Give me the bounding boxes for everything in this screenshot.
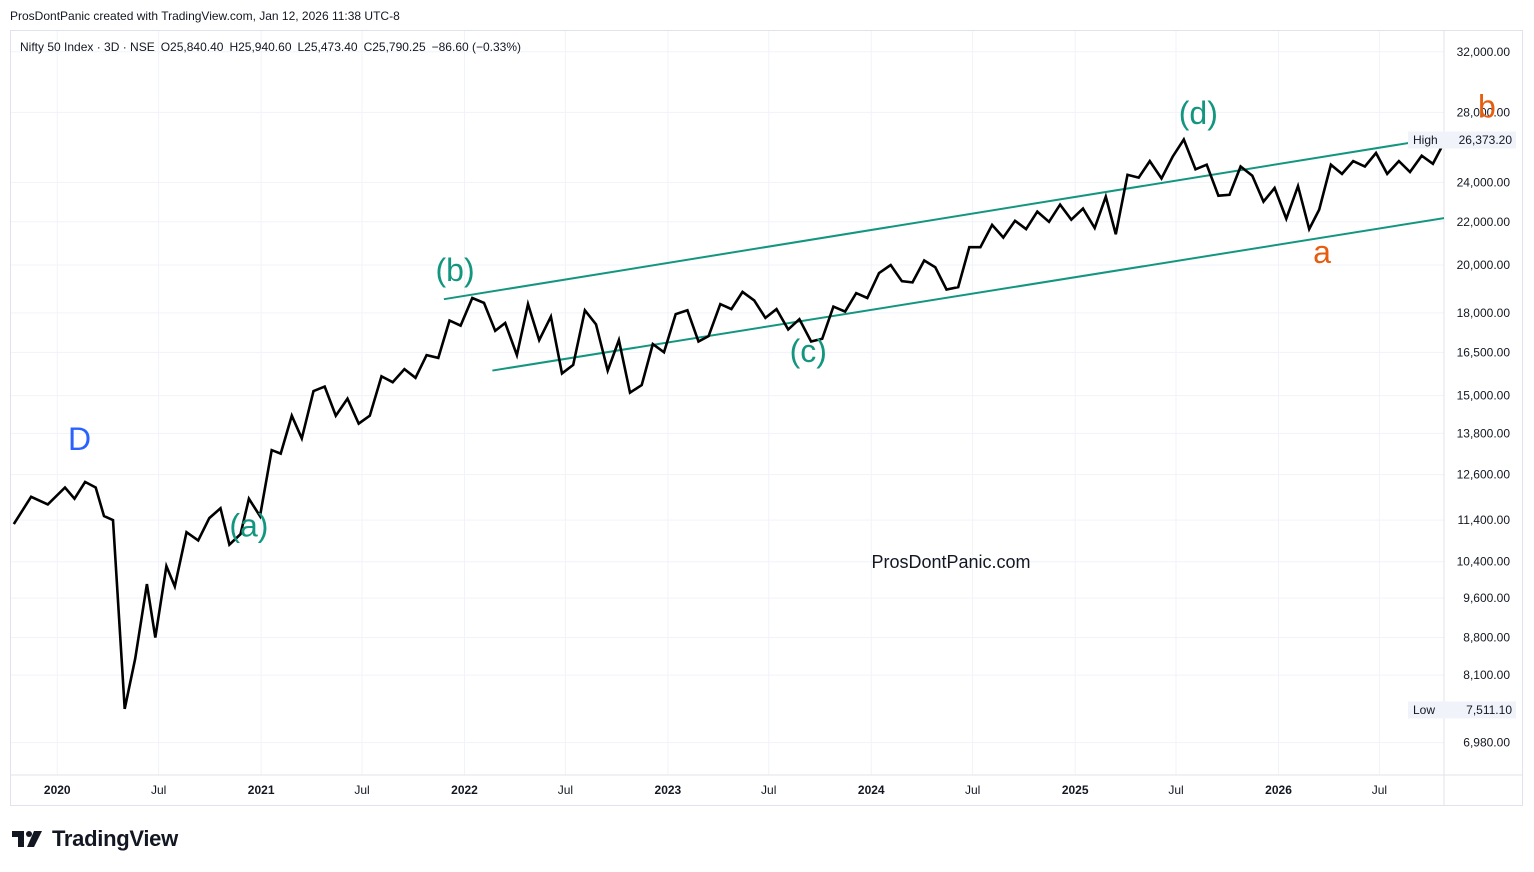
tradingview-wordmark: TradingView (52, 826, 178, 851)
legend-change: −86.60 (−0.33%) (431, 40, 522, 54)
time-tick-label: Jul (151, 783, 166, 797)
price-tick-label: 20,000.00 (1457, 258, 1511, 272)
wave-label[interactable]: (b) (435, 252, 474, 288)
wave-label[interactable]: D (68, 421, 91, 457)
time-tick-label: Jul (965, 783, 980, 797)
wave-label[interactable]: (d) (1179, 95, 1218, 131)
legend-close: C25,790.25 (363, 40, 426, 54)
price-series-line[interactable] (12, 136, 1490, 710)
price-tick-label: 24,000.00 (1457, 175, 1511, 189)
price-tick-label: 16,500.00 (1457, 345, 1511, 359)
price-tick-label: 12,600.00 (1457, 468, 1511, 482)
wave-label[interactable]: (a) (229, 507, 268, 543)
time-tick-label: 2025 (1062, 783, 1089, 797)
legend-open: O25,840.40 (160, 40, 224, 54)
price-tick-label: 15,000.00 (1457, 389, 1511, 403)
high-marker-value: 26,373.20 (1459, 133, 1513, 147)
time-tick-label: 2024 (858, 783, 885, 797)
price-tick-label: 8,100.00 (1463, 668, 1510, 682)
low-marker-label: Low (1413, 703, 1435, 717)
time-tick-label: Jul (761, 783, 776, 797)
price-tick-label: 6,980.00 (1463, 736, 1510, 750)
price-tick-label: 9,600.00 (1463, 591, 1510, 605)
price-tick-label: 10,400.00 (1457, 555, 1511, 569)
price-tick-label: 28,000.00 (1457, 105, 1511, 119)
price-tick-label: 22,000.00 (1457, 215, 1511, 229)
tradingview-logo-icon (12, 831, 42, 847)
time-tick-label: 2026 (1265, 783, 1292, 797)
time-tick-label: Jul (1168, 783, 1183, 797)
time-tick-label: Jul (354, 783, 369, 797)
time-tick-label: 2022 (451, 783, 478, 797)
watermark-text: ProsDontPanic.com (871, 552, 1030, 572)
high-marker-label: High (1413, 133, 1438, 147)
attribution-header: ProsDontPanic created with TradingView.c… (10, 9, 400, 23)
price-tick-label: 11,400.00 (1458, 513, 1511, 527)
chart-frame (10, 30, 1523, 806)
low-marker-value: 7,511.10 (1466, 703, 1512, 717)
legend-low: L25,473.40 (297, 40, 358, 54)
price-tick-label: 32,000.00 (1457, 45, 1511, 59)
trend-channel-line[interactable] (492, 167, 1534, 372)
wave-label[interactable]: a (1313, 234, 1331, 270)
ohlc-legend: Nifty 50 Index · 3D · NSE O25,840.40 H25,9… (20, 40, 527, 54)
trend-channel-line[interactable] (443, 96, 1534, 301)
time-tick-label: 2020 (44, 783, 71, 797)
time-tick-label: Jul (1372, 783, 1387, 797)
time-tick-label: Jul (558, 783, 573, 797)
legend-symbol[interactable]: Nifty 50 Index · 3D · NSE (20, 40, 155, 54)
wave-label[interactable]: b (1478, 88, 1496, 124)
legend-high: H25,940.60 (229, 40, 292, 54)
price-tick-label: 18,000.00 (1457, 306, 1511, 320)
time-tick-label: 2023 (655, 783, 682, 797)
high-marker-bg (1408, 131, 1516, 149)
wave-label[interactable]: (c) (790, 333, 827, 369)
tradingview-logo[interactable]: TradingView (12, 826, 178, 852)
low-marker-bg (1408, 701, 1516, 719)
price-tick-label: 13,800.00 (1457, 426, 1511, 440)
time-tick-label: 2021 (248, 783, 275, 797)
price-tick-label: 8,800.00 (1463, 631, 1510, 645)
